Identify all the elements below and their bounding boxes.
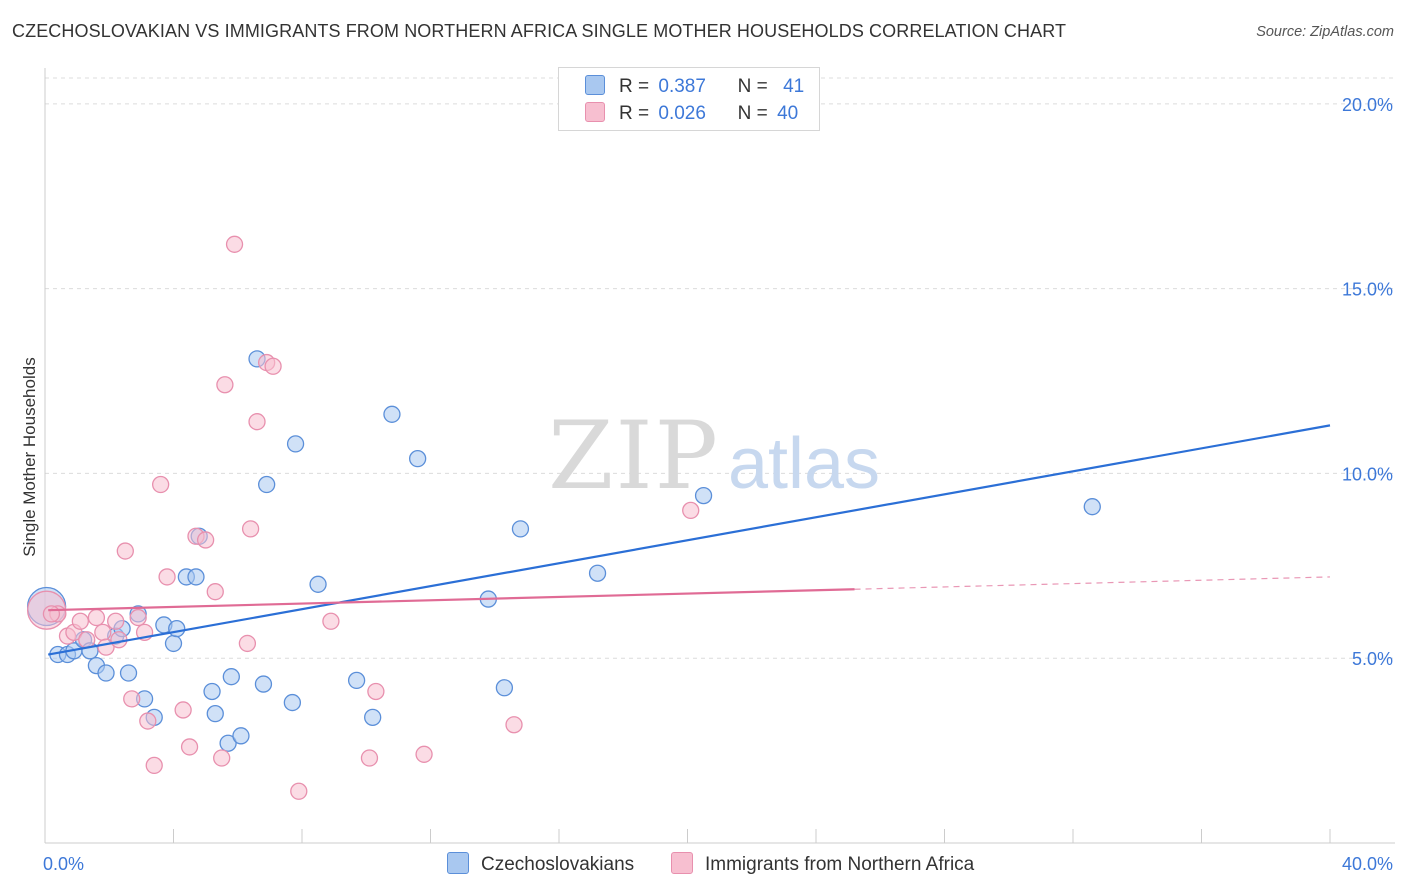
legend-row-czechoslovakians: R = 0.387 N = 41 xyxy=(585,75,804,99)
point-czechoslovakians xyxy=(232,727,250,745)
point-immigrants xyxy=(415,745,433,763)
legend-r-value: 0.387 xyxy=(658,76,706,97)
point-czechoslovakians xyxy=(408,450,427,468)
point-czechoslovakians xyxy=(168,620,186,638)
point-immigrants xyxy=(180,738,199,756)
y-tick-label: 10.0% xyxy=(1342,464,1393,484)
point-immigrants xyxy=(42,605,61,623)
trend-line-czechoslovakians xyxy=(48,424,1331,656)
scatter-points xyxy=(26,235,1101,800)
trend-line-immigrants-extension xyxy=(854,576,1331,590)
point-immigrants xyxy=(505,716,523,734)
legend-r-label: R = xyxy=(619,103,650,124)
chart-title: CZECHOSLOVAKIAN VS IMMIGRANTS FROM NORTH… xyxy=(12,21,1067,41)
point-immigrants xyxy=(145,756,163,775)
point-immigrants xyxy=(94,623,112,641)
point-immigrants xyxy=(367,682,385,701)
series-legend-immigrants: Immigrants from Northern Africa xyxy=(671,852,974,876)
point-immigrants xyxy=(322,612,340,630)
point-czechoslovakians xyxy=(219,734,237,752)
series-label: Immigrants from Northern Africa xyxy=(705,854,975,875)
point-czechoslovakians xyxy=(588,564,607,582)
series-swatch-blue xyxy=(447,852,469,874)
correlation-legend: R = 0.387 N = 41 R = 0.026 N = 40 xyxy=(558,67,820,131)
point-immigrants xyxy=(206,583,224,601)
point-immigrants xyxy=(78,631,96,649)
point-immigrants xyxy=(116,542,134,560)
point-czechoslovakians xyxy=(309,575,327,593)
series-label: Czechoslovakians xyxy=(481,854,635,875)
point-immigrants xyxy=(123,690,141,708)
legend-n-label: N = xyxy=(737,76,768,97)
source-credit: Source: ZipAtlas.com xyxy=(1256,24,1394,40)
point-immigrants xyxy=(110,631,128,649)
point-immigrants xyxy=(238,634,257,653)
point-immigrants xyxy=(174,701,192,719)
point-czechoslovakians xyxy=(97,664,115,682)
point-czechoslovakians xyxy=(283,693,302,712)
legend-n-value: 40 xyxy=(777,103,799,124)
point-czechoslovakians xyxy=(187,568,205,586)
point-immigrants xyxy=(107,612,125,630)
point-czechoslovakians xyxy=(254,675,273,693)
y-tick-label: 5.0% xyxy=(1352,649,1393,669)
legend-r-label: R = xyxy=(619,76,650,97)
grid-lines xyxy=(45,77,1395,659)
legend-n-value: 41 xyxy=(783,76,805,97)
point-czechoslovakians xyxy=(495,679,514,697)
point-immigrants xyxy=(87,608,106,627)
legend-row-immigrants: R = 0.026 N = 40 xyxy=(585,102,798,126)
point-immigrants xyxy=(264,357,282,375)
point-immigrants xyxy=(216,376,234,394)
legend-r-value: 0.026 xyxy=(658,103,706,124)
point-czechoslovakians xyxy=(164,634,183,653)
point-czechoslovakians xyxy=(206,705,224,723)
point-immigrants xyxy=(158,568,176,586)
point-czechoslovakians xyxy=(119,664,138,682)
x-tick-label-min: 0.0% xyxy=(43,854,84,874)
point-czechoslovakians xyxy=(364,708,382,726)
x-tick-label-max: 40.0% xyxy=(1342,854,1393,874)
y-tick-label: 15.0% xyxy=(1342,280,1393,300)
trend-lines xyxy=(48,424,1331,656)
watermark-zip: ZIP xyxy=(548,402,720,511)
point-czechoslovakians xyxy=(1083,498,1101,516)
point-immigrants xyxy=(71,612,89,630)
point-immigrants xyxy=(129,608,147,627)
y-tick-label: 20.0% xyxy=(1342,95,1393,115)
point-czechoslovakians xyxy=(258,475,276,494)
legend-swatch-pink xyxy=(585,102,605,122)
point-immigrants xyxy=(139,712,157,730)
point-immigrants xyxy=(290,782,308,800)
series-swatch-pink xyxy=(671,852,693,874)
watermark-atlas: atlas xyxy=(728,424,880,504)
point-immigrants xyxy=(196,531,215,549)
point-immigrants xyxy=(241,520,260,538)
point-immigrants xyxy=(225,235,244,253)
axes xyxy=(44,68,1395,844)
tick-labels: 5.0% 10.0% 15.0% 20.0% 0.0% 40.0% xyxy=(43,95,1393,874)
point-czechoslovakians xyxy=(383,405,401,423)
point-immigrants xyxy=(213,749,231,767)
point-immigrants xyxy=(151,475,170,494)
point-czechoslovakians xyxy=(222,668,240,686)
trend-line-immigrants xyxy=(48,588,855,612)
point-czechoslovakians xyxy=(511,520,530,538)
y-axis-label: Single Mother Households xyxy=(20,357,39,556)
legend-n-label: N = xyxy=(737,103,768,124)
series-legend-czechoslovakians: Czechoslovakians xyxy=(447,852,634,876)
point-czechoslovakians xyxy=(347,671,366,690)
point-czechoslovakians xyxy=(286,435,305,453)
point-immigrants xyxy=(682,501,700,520)
point-immigrants xyxy=(248,413,266,431)
legend-swatch-blue xyxy=(585,75,605,95)
point-immigrants xyxy=(360,749,379,767)
point-czechoslovakians xyxy=(694,486,713,505)
point-czechoslovakians xyxy=(203,682,221,701)
